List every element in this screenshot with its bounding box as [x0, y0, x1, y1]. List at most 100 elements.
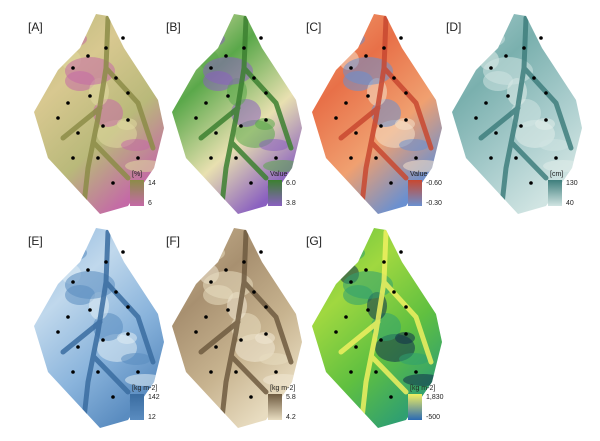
- sample-point: [126, 91, 130, 95]
- sample-point: [334, 116, 338, 120]
- panel: [F] [kg m-2] 5.8 4.2: [166, 228, 302, 428]
- map-patch: [37, 29, 87, 49]
- sample-point: [101, 338, 105, 342]
- sample-point: [366, 94, 370, 98]
- sample-point: [104, 260, 108, 264]
- sample-point: [494, 131, 498, 135]
- map-patch: [312, 167, 337, 187]
- sample-point: [204, 315, 208, 319]
- sample-point: [194, 116, 198, 120]
- sample-point: [239, 124, 243, 128]
- panel: [A] [%] 14 6: [28, 14, 164, 214]
- legend-max: 130: [566, 180, 578, 187]
- sample-point: [66, 315, 70, 319]
- sample-point: [366, 308, 370, 312]
- legend-colorbar: [130, 394, 144, 420]
- sample-point: [389, 181, 393, 185]
- sample-point: [204, 101, 208, 105]
- panel-label: [F]: [166, 234, 180, 248]
- sample-point: [96, 156, 100, 160]
- sample-point: [71, 280, 75, 284]
- panel-label: [D]: [446, 20, 461, 34]
- legend-min: 3.8: [286, 200, 296, 207]
- sample-point: [209, 370, 213, 374]
- sample-point: [354, 345, 358, 349]
- sample-point: [264, 91, 268, 95]
- sample-point: [56, 330, 60, 334]
- sample-point: [114, 290, 118, 294]
- sample-point: [71, 66, 75, 70]
- map-patch: [452, 188, 491, 208]
- sample-point: [111, 395, 115, 399]
- sample-point: [544, 118, 548, 122]
- sample-point: [364, 54, 368, 58]
- legend-title: Value: [270, 171, 287, 178]
- sample-point: [506, 94, 510, 98]
- legend-max: 142: [148, 394, 160, 401]
- sample-point: [242, 260, 246, 264]
- sample-point: [96, 370, 100, 374]
- sample-point: [214, 345, 218, 349]
- sample-point: [414, 156, 418, 160]
- sample-point: [126, 118, 130, 122]
- channel: [198, 15, 294, 214]
- legend-title: [kg m-2]: [410, 385, 435, 392]
- sample-point: [249, 181, 253, 185]
- sample-point: [404, 118, 408, 122]
- sample-point: [86, 54, 90, 58]
- legend-min: 6: [148, 200, 152, 207]
- sample-point: [379, 124, 383, 128]
- sample-point: [484, 101, 488, 105]
- panel-label: [A]: [28, 20, 43, 34]
- sample-point: [519, 124, 523, 128]
- sample-point: [249, 395, 253, 399]
- legend-min: -500: [426, 414, 440, 421]
- map-patch: [259, 139, 289, 151]
- sample-point: [264, 305, 268, 309]
- sample-point: [489, 66, 493, 70]
- map-patch: [37, 243, 87, 263]
- sample-point: [349, 66, 353, 70]
- sample-point: [224, 268, 228, 272]
- panel: [B] Value 6.0 3.8: [166, 14, 302, 214]
- sample-point: [76, 345, 80, 349]
- sample-point: [259, 36, 263, 40]
- map-patch: [121, 353, 151, 365]
- map-patch: [315, 243, 365, 263]
- map-patch: [125, 160, 164, 172]
- sample-point: [111, 181, 115, 185]
- map-patch: [117, 332, 137, 344]
- sample-point: [101, 124, 105, 128]
- sample-point: [474, 116, 478, 120]
- sample-point: [539, 36, 543, 40]
- sample-point: [226, 308, 230, 312]
- legend-colorbar: [408, 180, 422, 206]
- map-patch: [121, 139, 151, 151]
- sample-point: [234, 370, 238, 374]
- panel-label: [C]: [306, 20, 321, 34]
- sample-point: [56, 116, 60, 120]
- sample-point: [404, 332, 408, 336]
- sample-point: [71, 370, 75, 374]
- map-patch: [255, 118, 275, 130]
- map-patch: [535, 118, 555, 130]
- sample-point: [209, 156, 213, 160]
- sample-point: [334, 330, 338, 334]
- sample-point: [239, 338, 243, 342]
- sample-point: [88, 308, 92, 312]
- map-patch: [395, 118, 415, 130]
- legend-colorbar: [268, 394, 282, 420]
- sample-point: [489, 156, 493, 160]
- sample-point: [214, 131, 218, 135]
- sample-point: [136, 370, 140, 374]
- map-patch: [399, 139, 429, 151]
- map-patch: [312, 381, 337, 401]
- map-patch: [255, 332, 275, 344]
- sample-point: [209, 280, 213, 284]
- legend-title: [cm]: [550, 171, 563, 178]
- sample-point: [194, 330, 198, 334]
- sample-point: [126, 332, 130, 336]
- sample-point: [274, 156, 278, 160]
- sample-point: [392, 76, 396, 80]
- sample-point: [274, 370, 278, 374]
